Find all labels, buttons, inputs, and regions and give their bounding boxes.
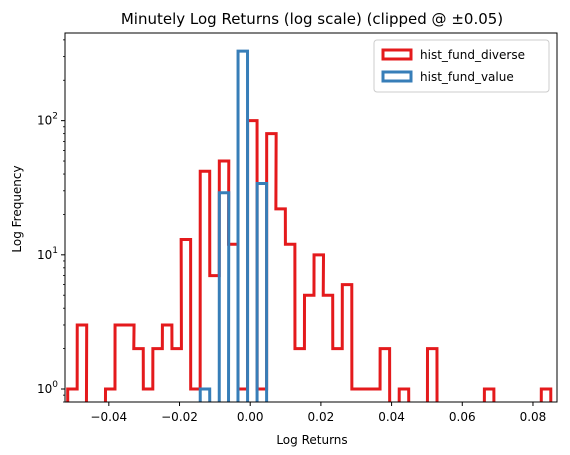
legend[interactable]: hist_fund_diverse hist_fund_value	[373, 39, 550, 93]
histogram-bin	[371, 389, 380, 402]
plot-frame	[64, 32, 558, 403]
histogram-bin	[181, 240, 190, 402]
x-axis-label: Log Returns	[276, 433, 347, 447]
histogram-bin	[143, 389, 152, 402]
x-tick-label: 0.04	[378, 410, 405, 424]
x-axis: −0.04 −0.02 0.00 0.02 0.04 0.06 0.08	[90, 402, 546, 424]
histogram-bin	[172, 349, 181, 402]
x-tick-label: −0.04	[90, 410, 127, 424]
x-tick-label: 0.02	[308, 410, 335, 424]
histogram-bin	[238, 51, 247, 402]
histogram-bin	[323, 295, 332, 402]
histogram-bin	[200, 171, 209, 402]
histogram-bin	[68, 389, 77, 402]
y-axis: 100 101 102	[37, 39, 65, 403]
legend-box	[373, 39, 550, 93]
histogram-bin	[125, 325, 134, 402]
histogram-bin	[77, 325, 86, 402]
x-tick-label: 0.08	[520, 410, 547, 424]
histogram-bin	[285, 244, 294, 402]
histogram-bin	[134, 349, 143, 402]
histogram-bin	[352, 389, 361, 402]
legend-swatch	[381, 70, 413, 83]
histogram-bin	[257, 184, 266, 402]
histogram-bin	[276, 209, 285, 402]
histogram-bin	[106, 389, 115, 402]
y-tick-label: 100	[37, 380, 58, 396]
histogram-bin	[314, 255, 323, 402]
histogram-bin	[361, 389, 370, 402]
histogram-bin	[541, 389, 550, 402]
histogram-bin	[115, 325, 124, 402]
x-tick-label: 0.06	[449, 410, 476, 424]
histogram-bin	[219, 193, 228, 402]
plot-area	[66, 49, 553, 402]
legend-swatch	[381, 48, 413, 61]
histogram-bin	[304, 295, 313, 402]
legend-label: hist_fund_diverse	[420, 48, 525, 62]
x-tick-label: −0.02	[161, 410, 198, 424]
y-tick-label: 101	[37, 246, 58, 262]
y-tick-label: 102	[37, 112, 58, 128]
histogram-bin	[162, 325, 171, 402]
histogram-bin	[427, 349, 436, 402]
histogram-bin	[342, 285, 351, 402]
chart-title: Minutely Log Returns (log scale) (clippe…	[121, 10, 503, 28]
series-hist_fund_value-step	[198, 49, 269, 402]
x-tick-label: 0.00	[237, 410, 264, 424]
legend-label: hist_fund_value	[420, 70, 514, 84]
histogram-bin	[380, 349, 389, 402]
y-axis-label: Log Frequency	[10, 165, 24, 252]
histogram-bin	[153, 349, 162, 402]
histogram-bin	[200, 389, 209, 402]
histogram-bin	[333, 349, 342, 402]
histogram-bin	[295, 349, 304, 402]
histogram-bin	[399, 389, 408, 402]
histogram-bin	[484, 389, 493, 402]
series-hist_fund_diverse-step	[66, 119, 553, 402]
